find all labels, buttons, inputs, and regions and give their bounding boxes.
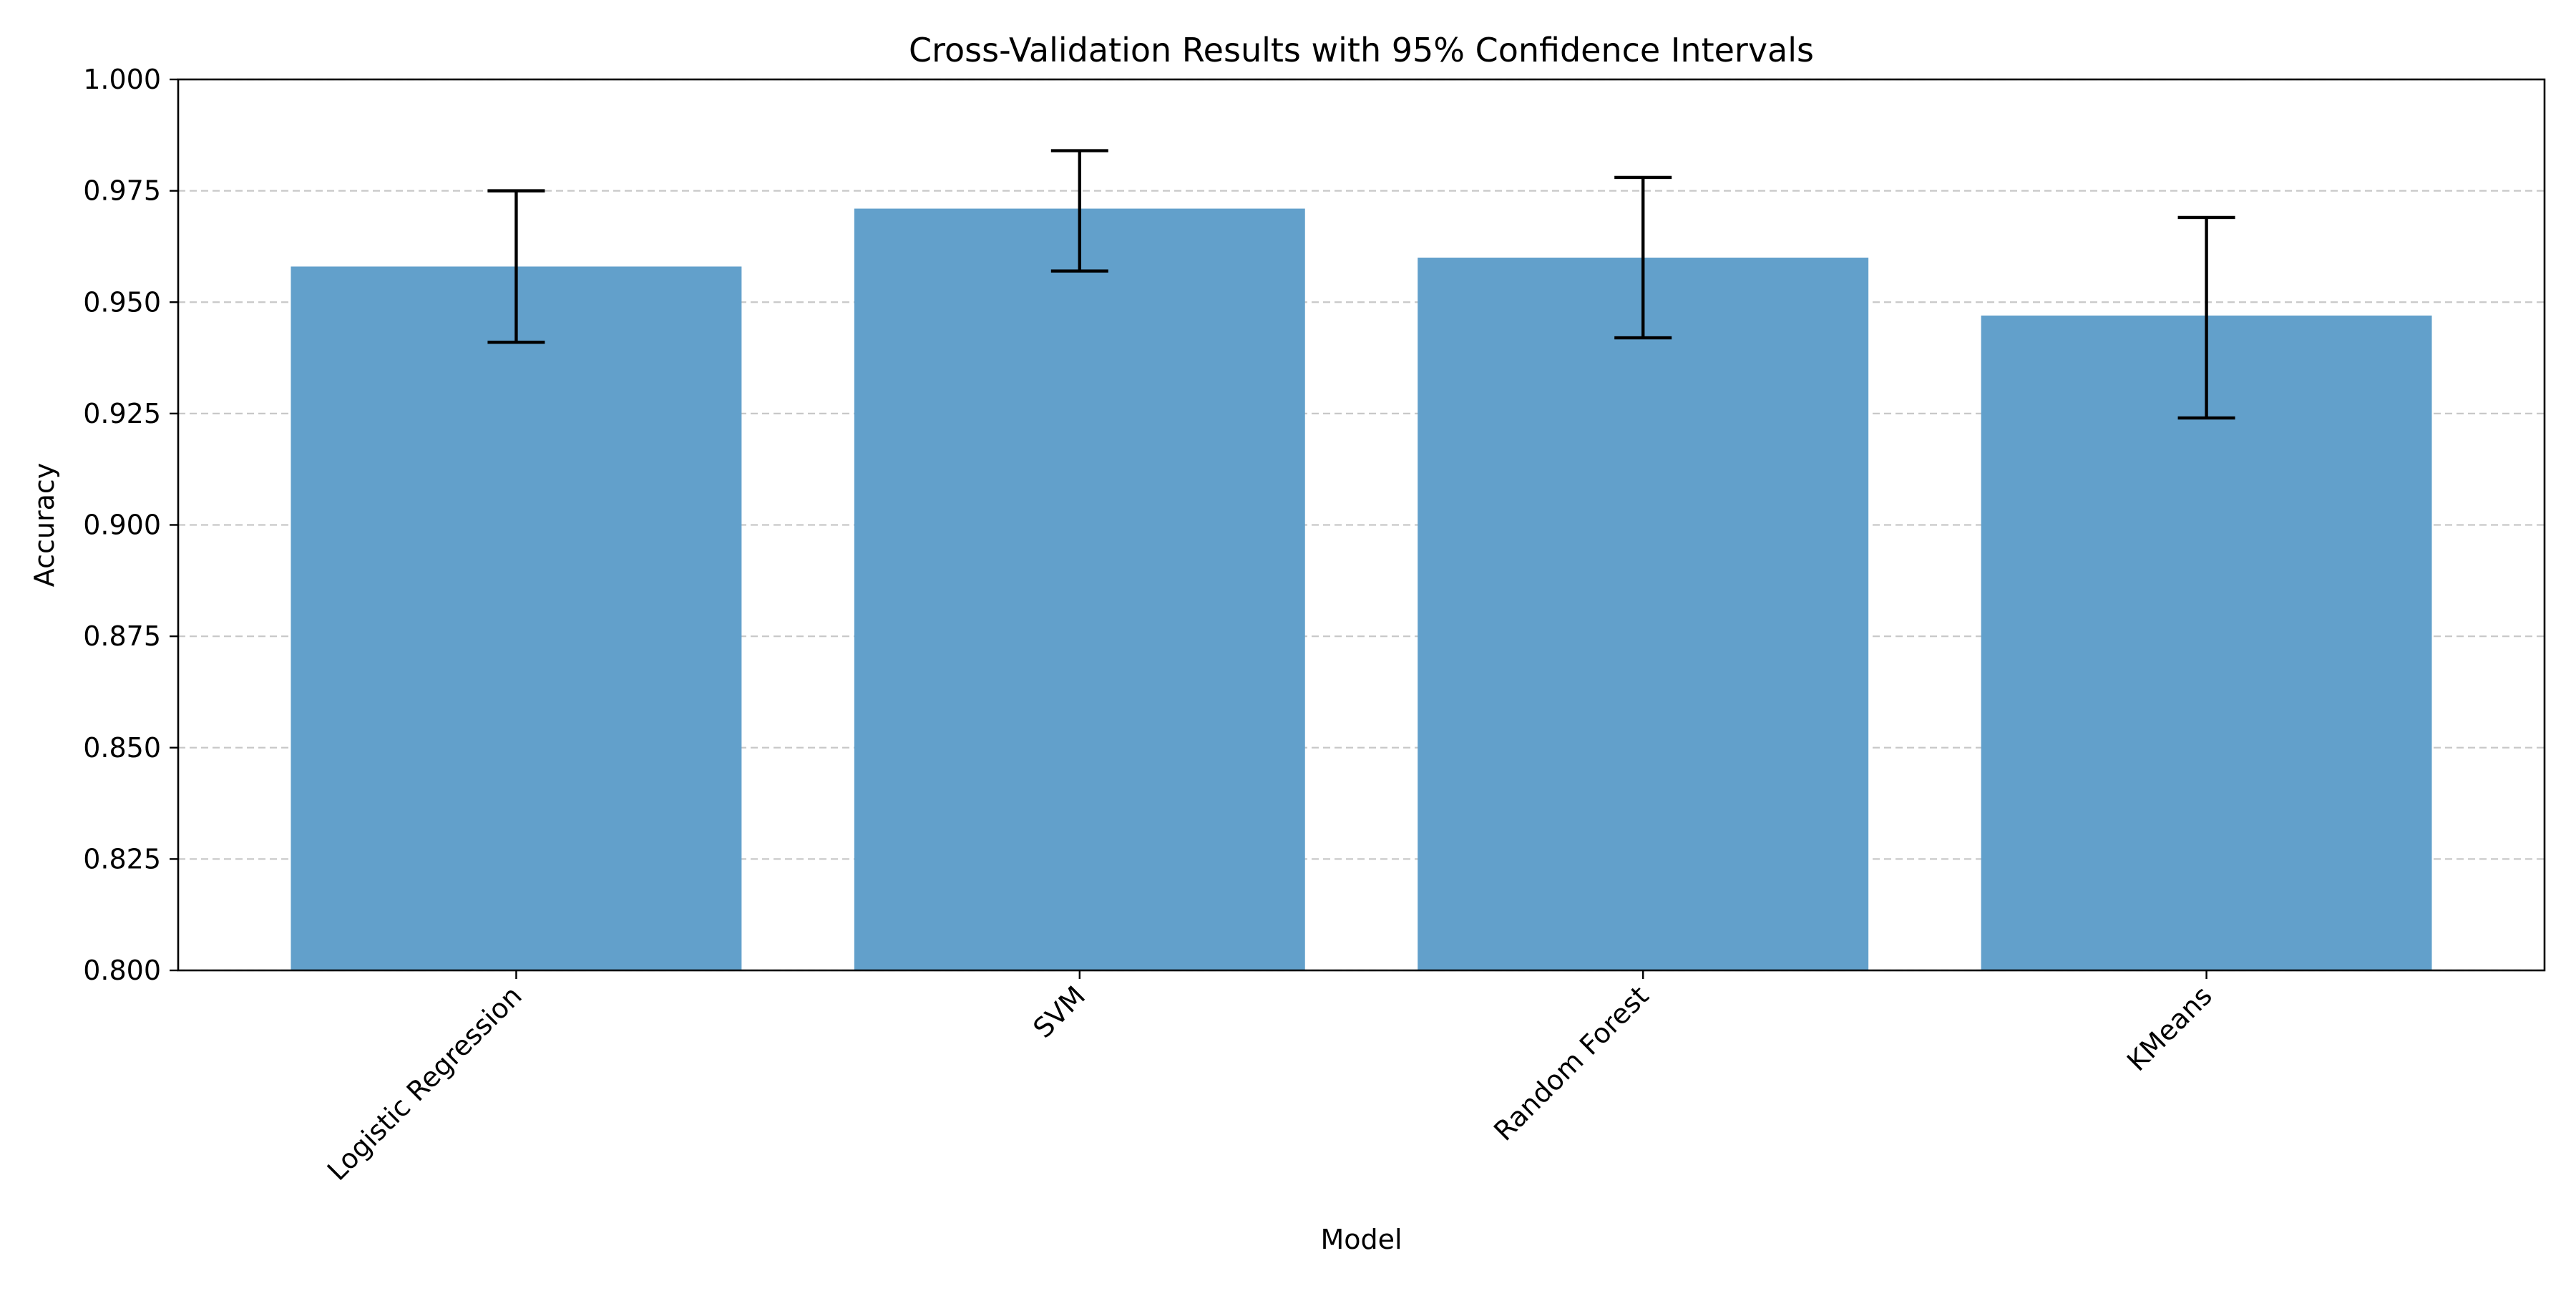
y-tick-label: 1.000 xyxy=(83,64,161,95)
y-tick-label: 0.850 xyxy=(83,732,161,764)
y-tick-label: 0.825 xyxy=(83,843,161,875)
bar-random-forest xyxy=(1418,258,1869,970)
bar-svm xyxy=(854,208,1305,970)
y-tick-label: 0.800 xyxy=(83,955,161,986)
bar-layer xyxy=(291,208,2432,970)
x-axis-label: Model xyxy=(1320,1224,1402,1255)
bar-kmeans xyxy=(1981,315,2432,970)
y-axis-label: Accuracy xyxy=(29,463,60,588)
error-bar xyxy=(2177,215,2235,420)
y-tick-label: 0.875 xyxy=(83,620,161,652)
y-tick-label: 0.925 xyxy=(83,398,161,429)
error-bar xyxy=(1614,175,1672,340)
error-bar xyxy=(487,189,545,344)
y-tick-label: 0.975 xyxy=(83,175,161,207)
error-bar xyxy=(1050,149,1108,273)
chart-title: Cross-Validation Results with 95% Confid… xyxy=(909,31,1814,69)
error-bar-layer xyxy=(487,149,2235,420)
y-tick-label: 0.950 xyxy=(83,286,161,318)
y-tick-label: 0.900 xyxy=(83,510,161,541)
bar-logistic-regression xyxy=(291,266,742,970)
y-axis-ticks: 0.800 0.825 0.850 0.875 0.900 0.925 0.950 0.975… xyxy=(83,64,178,986)
